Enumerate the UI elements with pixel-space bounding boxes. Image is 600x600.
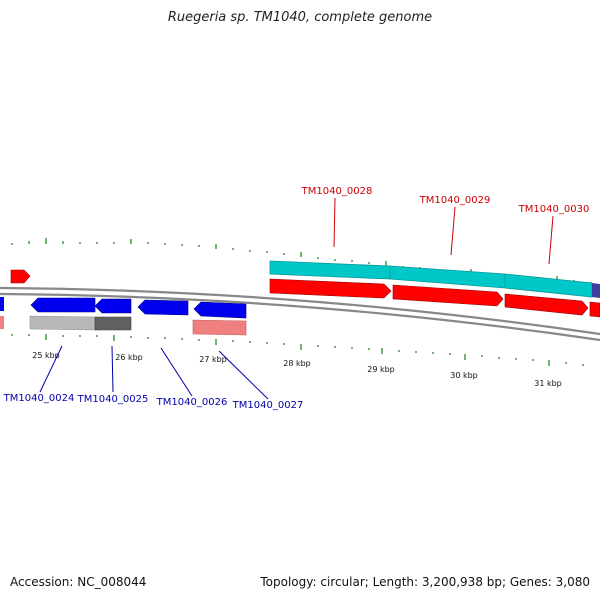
reverse-genes — [0, 297, 247, 319]
dark-grey-feature-tm1040-0025[interactable] — [94, 316, 132, 331]
reverse-label-leaders — [39, 345, 269, 400]
gene-arrow-tm1040-0024[interactable] — [30, 297, 96, 313]
gene-arrow-tm1040-0029[interactable] — [392, 284, 504, 307]
topology-text: Topology: circular; Length: 3,200,938 bp… — [260, 575, 590, 589]
gene-label-tm1040-0026[interactable]: TM1040_0026 — [156, 397, 228, 408]
genome-backbone — [0, 286, 600, 342]
lower-features — [0, 315, 247, 336]
gene-arrow-tm1040-0027[interactable] — [193, 301, 247, 319]
gene-label-tm1040-0024[interactable]: TM1040_0024 — [3, 393, 75, 404]
scale-label: 27 kbp — [199, 355, 227, 364]
scale-label: 28 kbp — [283, 359, 311, 368]
gene-arrow-reverse-left-edge[interactable] — [0, 297, 4, 311]
forward-label-leaders — [333, 197, 554, 265]
genome-title: Ruegeria sp. TM1040, complete genome — [167, 10, 433, 25]
cyan-feature-tm1040-0029[interactable] — [389, 265, 506, 289]
scale-label: 25 kbp — [32, 351, 60, 360]
scale-label: 30 kbp — [450, 371, 478, 380]
scale-label: 29 kbp — [367, 365, 395, 374]
gene-label-tm1040-0027[interactable]: TM1040_0027 — [232, 400, 304, 411]
cyan-features — [269, 260, 600, 298]
pink-feature-left-edge[interactable] — [0, 316, 4, 329]
blue-feature-edge[interactable] — [592, 283, 600, 298]
gene-label-tm1040-0030[interactable]: TM1040_0030 — [518, 204, 590, 215]
accession-text: Accession: NC_008044 — [10, 575, 147, 589]
forward-genes — [10, 269, 600, 318]
scale-label: 26 kbp — [115, 353, 143, 362]
gene-label-tm1040-0029[interactable]: TM1040_0029 — [419, 195, 491, 206]
gene-arrow-left-edge[interactable] — [10, 269, 31, 284]
gene-arrow-tm1040-0026[interactable] — [137, 299, 189, 316]
cyan-feature-tm1040-0028[interactable] — [269, 260, 391, 280]
scale-labels: 25 kbp 26 kbp 27 kbp 28 kbp 29 kbp 30 kb… — [32, 351, 562, 388]
reverse-gene-labels: TM1040_0024 TM1040_0025 TM1040_0026 TM10… — [3, 393, 304, 411]
gene-arrow-tm1040-0028[interactable] — [269, 278, 392, 299]
forward-gene-labels: TM1040_0028 TM1040_0029 TM1040_0030 — [301, 186, 590, 215]
cyan-feature-tm1040-0030[interactable] — [504, 273, 593, 298]
gene-label-tm1040-0028[interactable]: TM1040_0028 — [301, 186, 373, 197]
gene-label-tm1040-0025[interactable]: TM1040_0025 — [77, 394, 149, 405]
inner-tick-marks — [11, 334, 584, 366]
gene-arrow-tm1040-0030[interactable] — [504, 293, 589, 316]
grey-feature-tm1040-0024[interactable] — [29, 315, 96, 331]
scale-label: 31 kbp — [534, 379, 562, 388]
gene-arrow-tm1040-0025[interactable] — [94, 298, 132, 314]
pink-feature-tm1040-0027[interactable] — [192, 319, 247, 336]
gene-arrow-right-edge[interactable] — [589, 301, 600, 318]
